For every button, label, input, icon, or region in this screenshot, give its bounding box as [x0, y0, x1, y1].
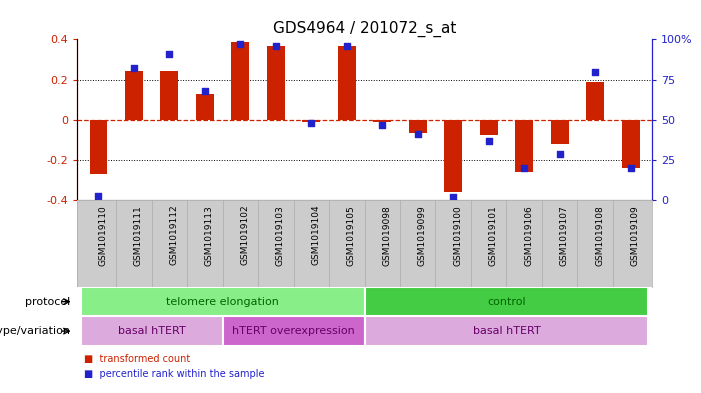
Text: control: control — [487, 297, 526, 307]
Text: genotype/variation: genotype/variation — [0, 326, 70, 336]
Text: GSM1019106: GSM1019106 — [524, 205, 533, 266]
Text: GSM1019109: GSM1019109 — [631, 205, 639, 266]
Point — [199, 88, 210, 94]
Bar — [231, 42, 249, 120]
Text: GSM1019100: GSM1019100 — [454, 205, 462, 266]
Bar — [223, 316, 365, 346]
Bar — [515, 120, 533, 172]
Point — [93, 193, 104, 199]
Text: GSM1019104: GSM1019104 — [311, 205, 320, 265]
Bar — [81, 287, 365, 316]
Bar — [90, 120, 107, 174]
Bar — [409, 120, 427, 133]
Point — [448, 194, 459, 200]
Text: telomere elongation: telomere elongation — [166, 297, 279, 307]
Bar — [551, 120, 569, 144]
Bar — [444, 120, 462, 192]
Text: ■  transformed count: ■ transformed count — [84, 354, 191, 364]
Bar — [161, 70, 178, 120]
Point — [128, 65, 139, 72]
Point — [235, 41, 246, 47]
Point — [483, 138, 494, 144]
Point — [519, 165, 530, 171]
Point — [412, 131, 423, 138]
Text: GSM1019107: GSM1019107 — [559, 205, 569, 266]
Bar — [365, 287, 648, 316]
Text: GSM1019101: GSM1019101 — [489, 205, 498, 266]
Point — [306, 120, 317, 126]
Point — [554, 151, 565, 157]
Bar — [81, 316, 223, 346]
Text: GSM1019111: GSM1019111 — [134, 205, 143, 266]
Text: GSM1019103: GSM1019103 — [275, 205, 285, 266]
Text: GSM1019110: GSM1019110 — [98, 205, 107, 266]
Text: GSM1019108: GSM1019108 — [595, 205, 604, 266]
Point — [625, 165, 637, 171]
Bar — [586, 82, 604, 120]
Point — [270, 42, 281, 49]
Point — [590, 68, 601, 75]
Text: GSM1019098: GSM1019098 — [382, 205, 391, 266]
Bar — [480, 120, 498, 135]
Text: basal hTERT: basal hTERT — [118, 326, 186, 336]
Point — [164, 51, 175, 57]
Point — [341, 42, 353, 49]
Text: GSM1019099: GSM1019099 — [418, 205, 427, 266]
Bar — [196, 94, 214, 120]
Text: GSM1019112: GSM1019112 — [170, 205, 178, 265]
Text: GSM1019105: GSM1019105 — [347, 205, 356, 266]
Text: GSM1019113: GSM1019113 — [205, 205, 214, 266]
Bar — [365, 316, 648, 346]
Bar — [125, 70, 143, 120]
Bar — [374, 120, 391, 122]
Bar — [267, 46, 285, 120]
Text: ■  percentile rank within the sample: ■ percentile rank within the sample — [84, 369, 264, 379]
Bar — [622, 120, 639, 168]
Bar — [338, 46, 355, 120]
Text: hTERT overexpression: hTERT overexpression — [232, 326, 355, 336]
Title: GDS4964 / 201072_s_at: GDS4964 / 201072_s_at — [273, 20, 456, 37]
Point — [376, 121, 388, 128]
Text: basal hTERT: basal hTERT — [472, 326, 540, 336]
Text: protocol: protocol — [25, 297, 70, 307]
Text: GSM1019102: GSM1019102 — [240, 205, 250, 265]
Bar — [302, 120, 320, 122]
